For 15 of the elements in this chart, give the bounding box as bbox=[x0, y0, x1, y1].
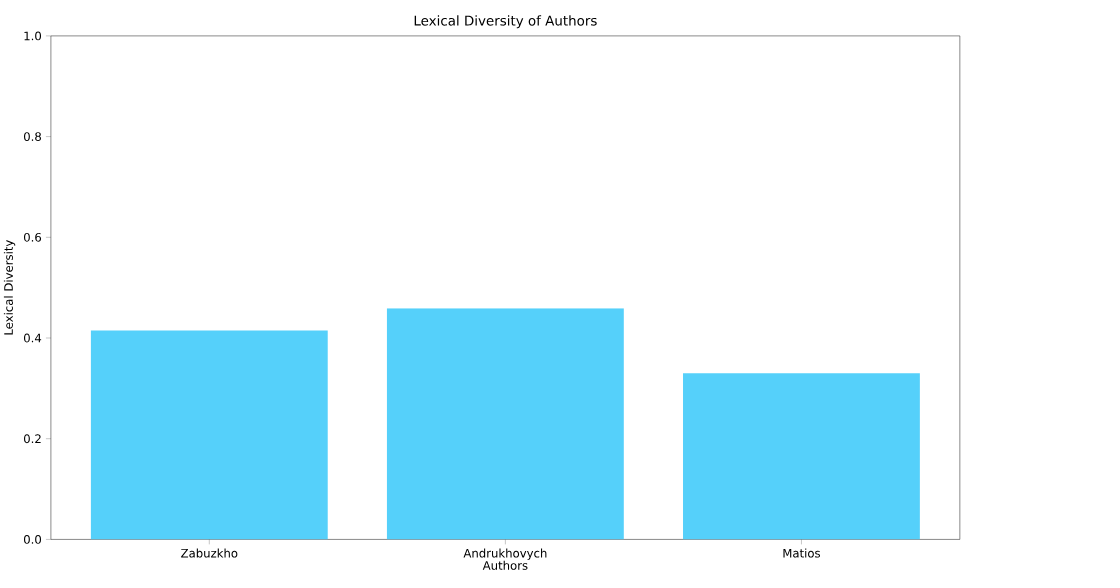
bar bbox=[90, 330, 328, 540]
y-tick-label: 0.4 bbox=[23, 333, 42, 343]
bar bbox=[683, 373, 920, 540]
x-tick-label: Zabuzkho bbox=[181, 548, 238, 558]
y-tick-label: 0.6 bbox=[23, 232, 42, 242]
y-tick-label: 0.2 bbox=[23, 434, 41, 443]
x-tick-label: Matios bbox=[783, 548, 821, 558]
y-tick-label: 1.0 bbox=[24, 31, 42, 41]
y-tick-label: 0.0 bbox=[23, 534, 42, 544]
y-axis-title: Lexical Diversity bbox=[3, 239, 16, 335]
bar bbox=[386, 308, 624, 540]
y-tick-label: 0.8 bbox=[23, 131, 41, 141]
x-axis-title: Authors bbox=[482, 560, 528, 570]
x-tick-label: Andrukhovych bbox=[463, 548, 547, 560]
chart-title: Lexical Diversity of Authors bbox=[414, 15, 597, 29]
